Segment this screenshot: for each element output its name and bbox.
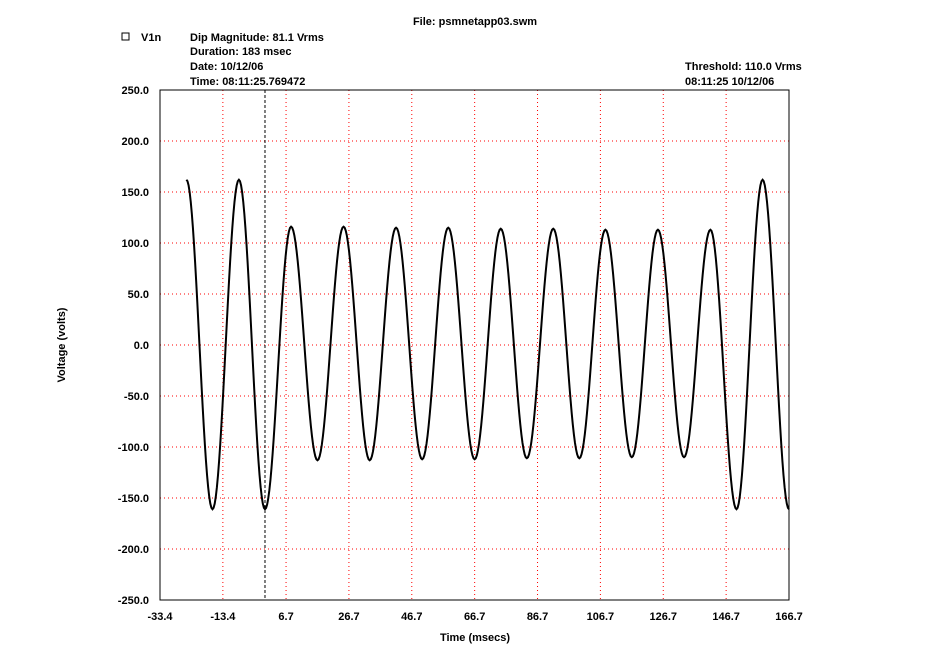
x-tick-labels: -33.4 -13.4 6.7 26.7 46.7 66.7 86.7 106.7 126.7 1… — [147, 611, 802, 623]
y-tick-label: -150.0 — [118, 493, 149, 505]
time: Time: 08:11:25.769472 — [190, 76, 305, 88]
grid — [160, 90, 789, 600]
x-tick-label: 106.7 — [587, 611, 615, 623]
y-tick-label: 200.0 — [121, 136, 149, 148]
x-tick-label: 146.7 — [712, 611, 740, 623]
file-title: File: psmnetapp03.swm — [413, 16, 537, 28]
legend-marker-icon — [121, 32, 130, 41]
y-tick-label: -100.0 — [118, 442, 149, 454]
y-axis-label: Voltage (volts) — [56, 307, 68, 382]
x-tick-label: 86.7 — [527, 611, 548, 623]
y-tick-label: -200.0 — [118, 544, 149, 556]
x-tick-label: 6.7 — [278, 611, 293, 623]
date: Date: 10/12/06 — [190, 61, 263, 73]
y-tick-label: 250.0 — [121, 85, 149, 97]
x-tick-label: -13.4 — [210, 611, 236, 623]
timestamp: 08:11:25 10/12/06 — [685, 76, 774, 88]
x-tick-label: -33.4 — [147, 611, 173, 623]
legend-label: V1n — [141, 32, 161, 44]
x-tick-label: 126.7 — [649, 611, 677, 623]
x-tick-label: 46.7 — [401, 611, 422, 623]
plot-frame — [159, 89, 790, 601]
y-tick-label: -50.0 — [124, 391, 149, 403]
x-tick-label: 66.7 — [464, 611, 485, 623]
y-tick-labels: 250.0 200.0 150.0 100.0 50.0 0.0 -50.0 -100.0 -1… — [118, 85, 149, 607]
y-tick-label: 0.0 — [134, 340, 149, 352]
x-tick-label: 166.7 — [775, 611, 803, 623]
y-tick-label: 150.0 — [121, 187, 149, 199]
duration: Duration: 183 msec — [190, 46, 291, 58]
x-tick-label: 26.7 — [338, 611, 359, 623]
x-axis-label: Time (msecs) — [440, 632, 510, 644]
threshold: Threshold: 110.0 Vrms — [685, 61, 802, 73]
y-tick-label: -250.0 — [118, 595, 149, 607]
y-tick-label: 50.0 — [128, 289, 149, 301]
y-tick-label: 100.0 — [121, 238, 149, 250]
series-line-v1n — [185, 178, 790, 511]
dip-magnitude: Dip Magnitude: 81.1 Vrms — [190, 32, 324, 44]
